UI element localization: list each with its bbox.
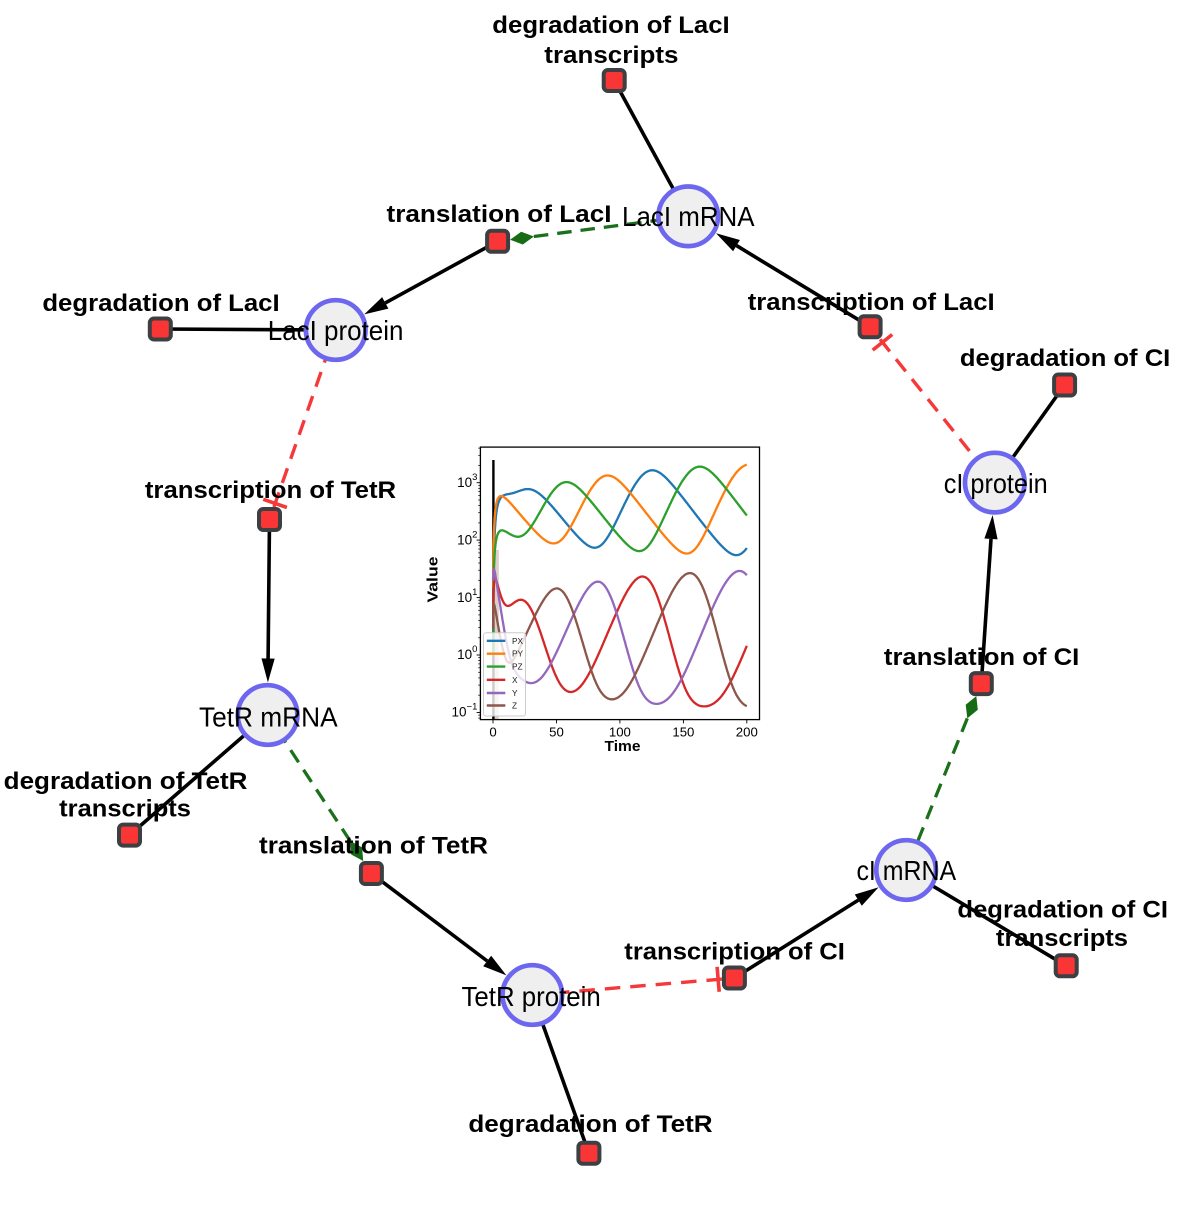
svg-text:translation of LacI: translation of LacI xyxy=(387,201,612,228)
svg-text:transcription of LacI: transcription of LacI xyxy=(748,289,995,316)
svg-text:cI mRNA: cI mRNA xyxy=(856,855,956,886)
svg-text:PX: PX xyxy=(512,636,524,646)
svg-text:Z: Z xyxy=(512,701,517,711)
svg-text:degradation of CI: degradation of CI xyxy=(960,345,1170,372)
svg-text:200: 200 xyxy=(736,724,758,739)
svg-text:translation of CI: translation of CI xyxy=(884,644,1079,671)
svg-text:degradation of CI: degradation of CI xyxy=(957,897,1168,924)
svg-text:translation of TetR: translation of TetR xyxy=(259,833,488,860)
svg-text:TetR protein: TetR protein xyxy=(462,981,601,1012)
svg-text:LacI protein: LacI protein xyxy=(268,315,404,346)
svg-text:TetR mRNA: TetR mRNA xyxy=(199,701,338,732)
svg-text:transcription of TetR: transcription of TetR xyxy=(145,477,397,504)
svg-text:cI protein: cI protein xyxy=(944,468,1048,499)
svg-text:LacI mRNA: LacI mRNA xyxy=(622,201,755,232)
svg-text:Time: Time xyxy=(605,738,641,755)
svg-text:Y: Y xyxy=(512,688,518,698)
svg-text:0: 0 xyxy=(489,724,496,739)
svg-text:X: X xyxy=(512,675,518,685)
svg-text:degradation of LacI: degradation of LacI xyxy=(42,290,279,317)
svg-text:degradation of LacI: degradation of LacI xyxy=(492,12,729,39)
svg-text:150: 150 xyxy=(672,724,694,739)
svg-text:transcription of CI: transcription of CI xyxy=(624,939,845,966)
svg-text:transcripts: transcripts xyxy=(544,42,678,69)
svg-text:transcripts: transcripts xyxy=(996,925,1128,952)
svg-text:Value: Value xyxy=(424,557,441,603)
svg-text:PZ: PZ xyxy=(512,662,523,672)
svg-text:degradation of TetR: degradation of TetR xyxy=(4,768,248,795)
svg-text:100: 100 xyxy=(609,724,631,739)
svg-text:PY: PY xyxy=(512,649,524,659)
svg-text:50: 50 xyxy=(549,724,564,739)
svg-text:degradation of TetR: degradation of TetR xyxy=(468,1111,713,1138)
svg-text:transcripts: transcripts xyxy=(59,796,191,823)
